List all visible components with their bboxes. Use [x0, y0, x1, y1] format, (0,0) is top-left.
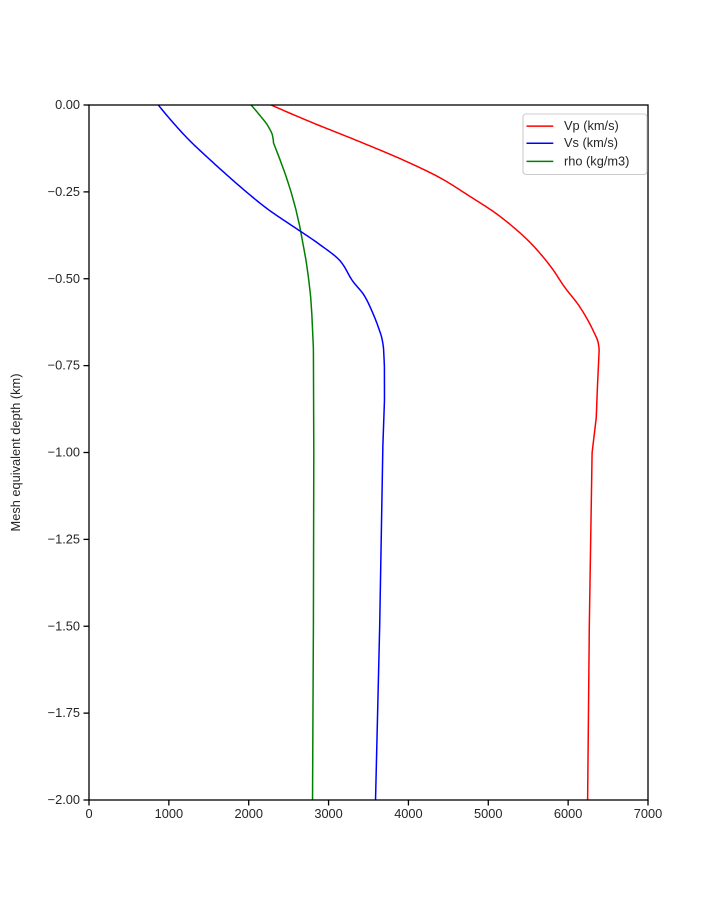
svg-text:Vs (km/s): Vs (km/s)	[564, 135, 618, 150]
svg-text:Mesh equivalent depth (km): Mesh equivalent depth (km)	[8, 374, 23, 532]
svg-text:rho (kg/m3): rho (kg/m3)	[564, 153, 629, 168]
svg-text:4000: 4000	[394, 806, 422, 821]
svg-text:−0.50: −0.50	[48, 271, 80, 286]
svg-text:1000: 1000	[155, 806, 183, 821]
svg-text:−2.00: −2.00	[48, 792, 80, 807]
svg-text:−0.25: −0.25	[48, 184, 80, 199]
svg-text:−1.00: −1.00	[48, 445, 80, 460]
svg-text:0.00: 0.00	[55, 97, 80, 112]
svg-text:5000: 5000	[474, 806, 502, 821]
svg-text:6000: 6000	[554, 806, 582, 821]
svg-text:−0.75: −0.75	[48, 358, 80, 373]
svg-text:7000: 7000	[634, 806, 662, 821]
svg-text:Vp (km/s): Vp (km/s)	[564, 118, 619, 133]
svg-text:−1.25: −1.25	[48, 531, 80, 546]
svg-text:0: 0	[85, 806, 92, 821]
svg-text:3000: 3000	[314, 806, 342, 821]
svg-text:−1.50: −1.50	[48, 618, 80, 633]
svg-text:2000: 2000	[234, 806, 262, 821]
svg-text:−1.75: −1.75	[48, 705, 80, 720]
